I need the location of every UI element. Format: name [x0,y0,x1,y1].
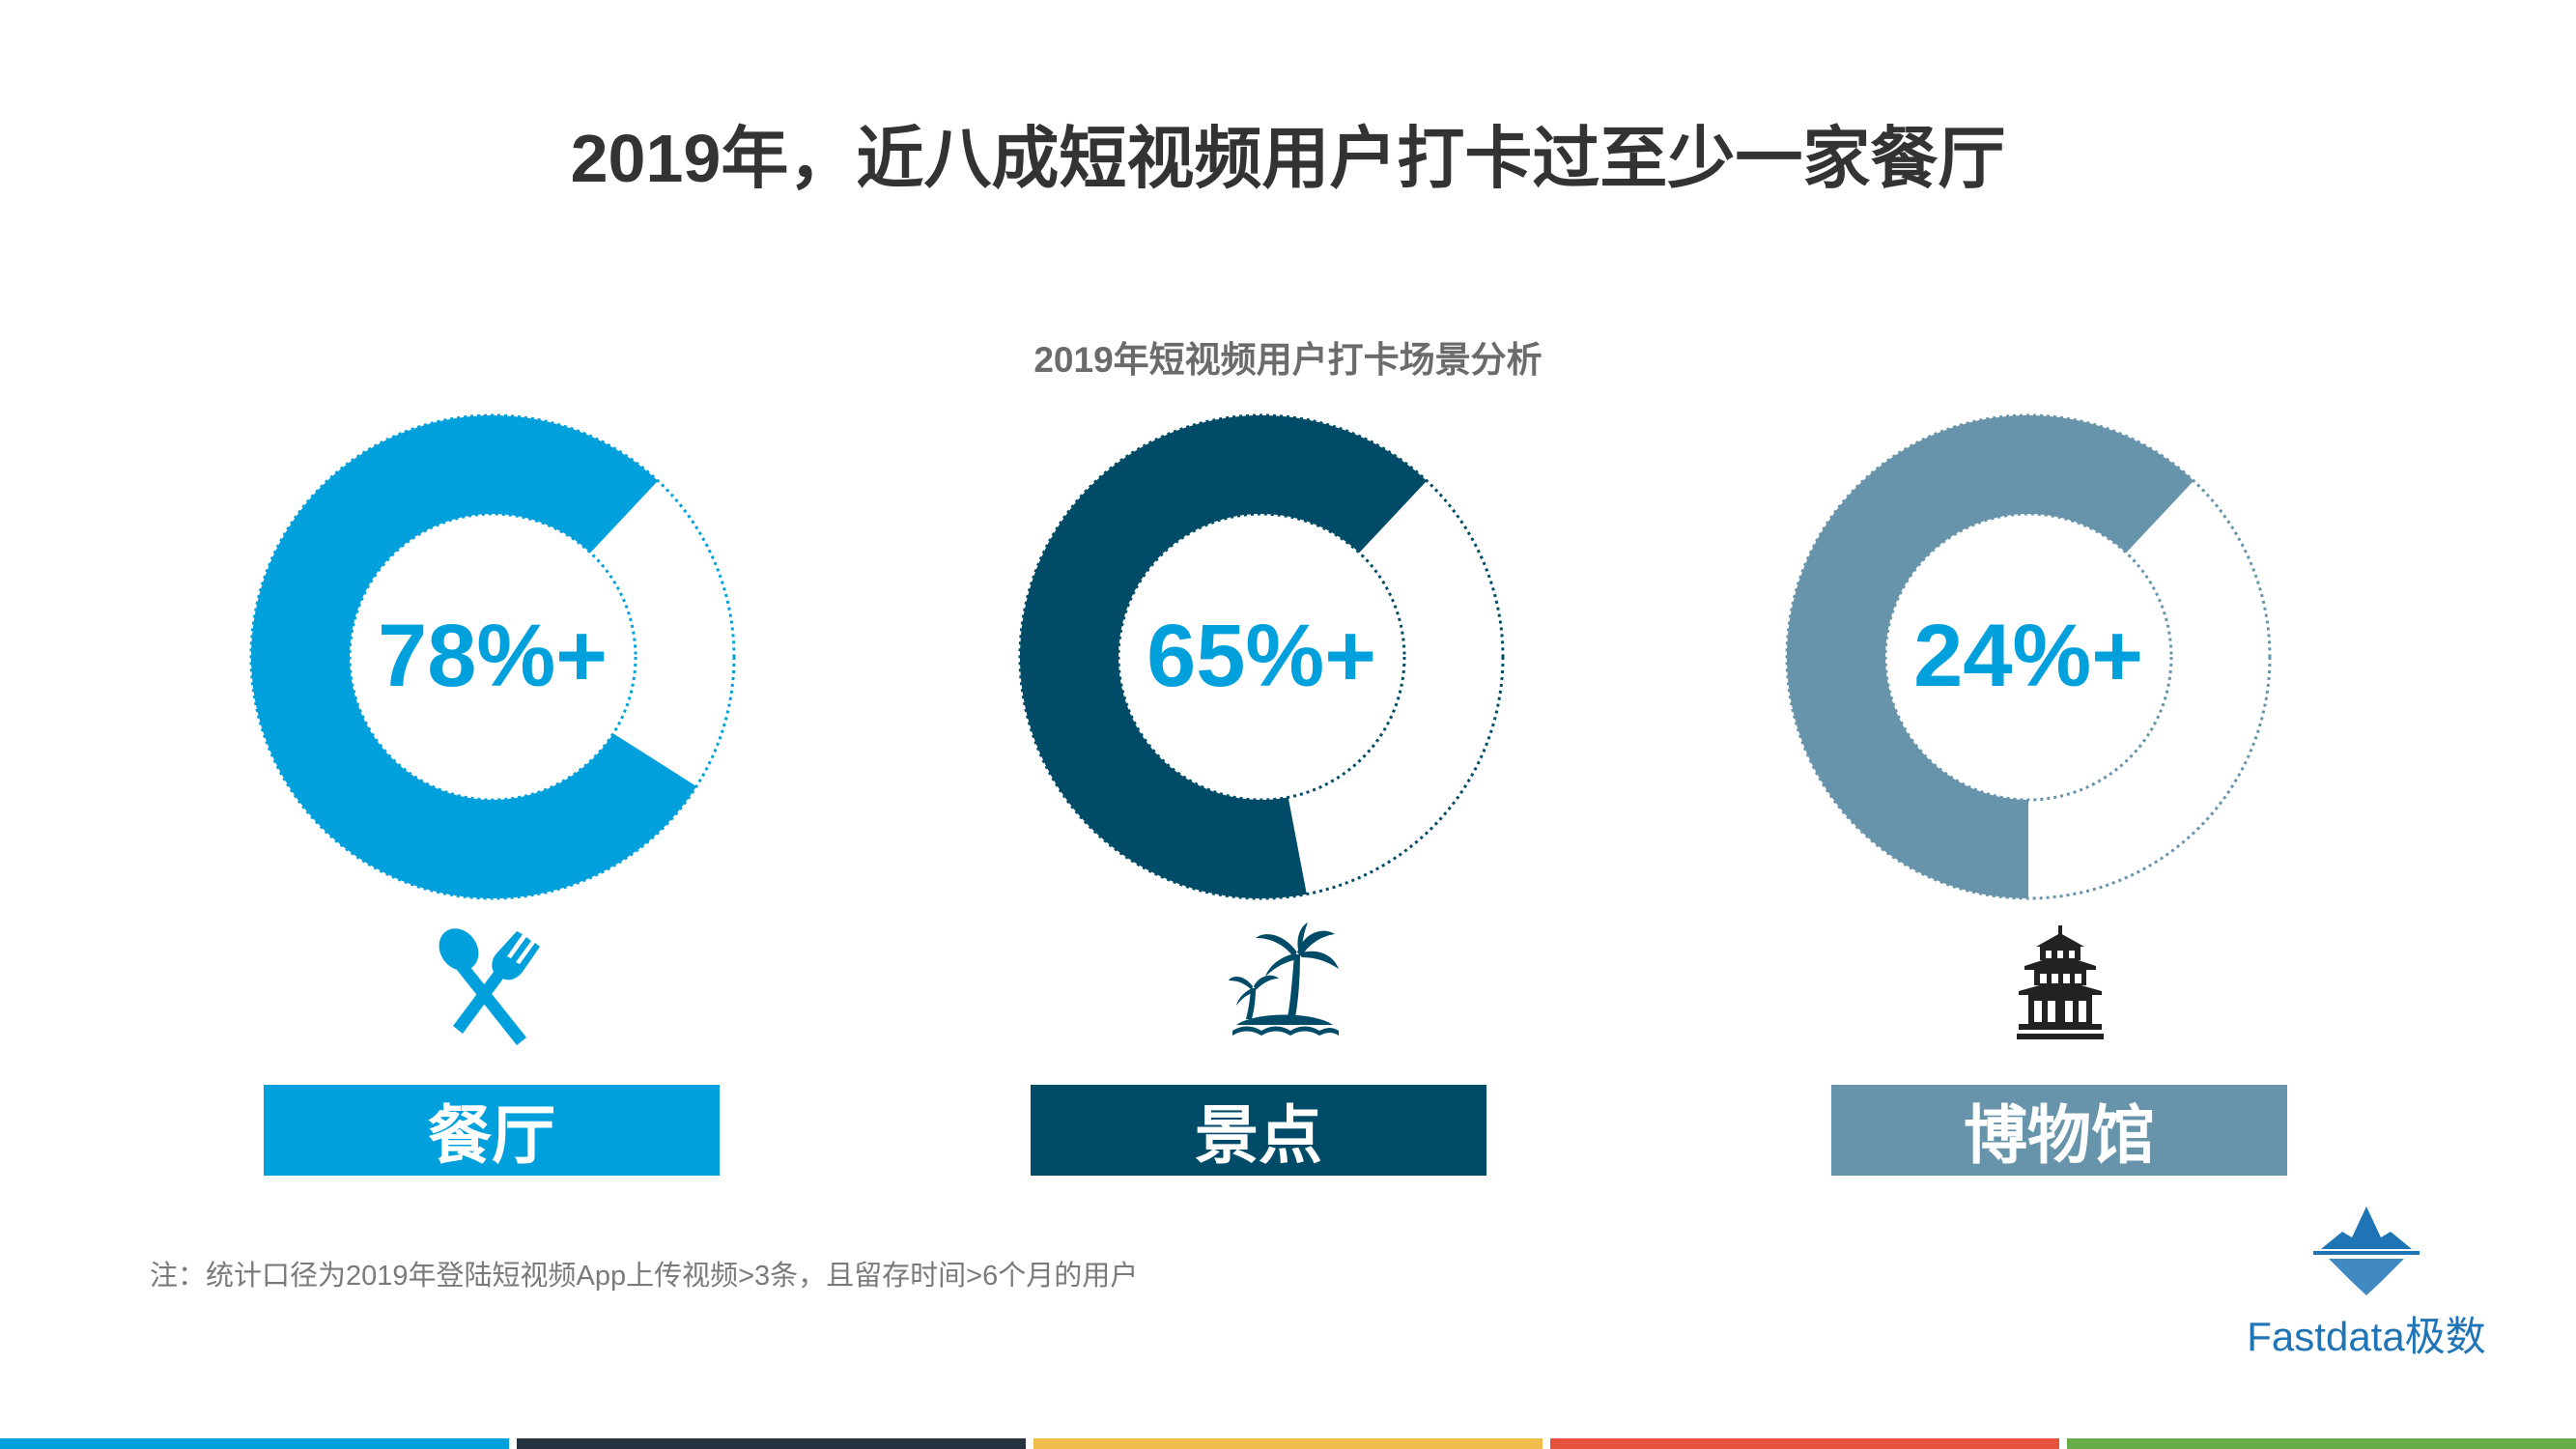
brand-logo: Fastdata极数 [2222,1203,2511,1367]
donut-value-label-museum: 24%+ [1913,607,2143,705]
donut-outline-inner-attraction [1117,512,1406,802]
bottom-bar-segment [2067,1438,2576,1449]
bottom-bar-segment [1550,1438,2059,1449]
bottom-bar-segment [1033,1438,1543,1449]
donut-value-label-restaurant: 78%+ [378,607,608,705]
bottom-bar-segment [0,1438,509,1449]
category-label-attraction: 景点 [1031,1085,1486,1176]
chart-title: 2019年短视频用户打卡场景分析 [1033,340,1543,380]
donut-outline-inner-museum [1883,512,2173,802]
fork-spoon-icon [439,928,540,1045]
donut-fill-museum [1786,415,2194,898]
bottom-color-bar [0,1438,2576,1449]
brand-logo-text: Fastdata极数 [2247,1314,2486,1359]
footnote: 注：统计口径为2019年登陆短视频App上传视频>3条，且留存时间>6个月的用户 [150,1261,1139,1292]
donut-outline-inner-restaurant [348,512,637,802]
page-title: 2019年，近八成短视频用户打卡过至少一家餐厅 [570,121,2006,196]
category-label-museum: 博物馆 [1831,1085,2287,1176]
donut-fill-restaurant [251,415,697,899]
pagoda-icon [2017,925,2104,1039]
palm-island-icon [1229,923,1339,1036]
iceberg-logo-icon [2313,1207,2420,1295]
donut-outline-outer-attraction [1018,413,1505,900]
category-label-restaurant: 餐厅 [264,1085,720,1176]
donut-outline-outer-museum [1785,413,2272,900]
donut-value-label-attraction: 65%+ [1146,607,1376,705]
donut-fill-attraction [1020,415,1428,899]
bottom-bar-segment [517,1438,1026,1449]
donut-outline-outer-restaurant [249,413,736,900]
